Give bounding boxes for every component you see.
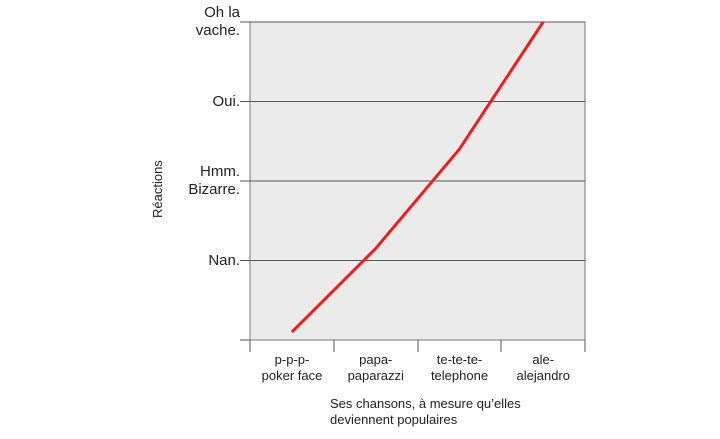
data-line [290,21,545,334]
x-tick-label: te-te-te- telephone [430,352,489,383]
y-tick-label: Oui. [212,92,240,110]
x-tick-label: p-p-p- poker face [261,352,323,383]
x-axis-title: Ses chansons, à mesure qu’elles devienne… [330,396,521,427]
y-tick-label: Hmm. Bizarre. [188,163,240,198]
y-tick-label: Oh la vache. [195,4,240,39]
x-tick-label: ale- alejandro [516,352,571,383]
x-tick-label: papa- paparazzi [347,352,404,383]
y-tick-label: Nan. [208,251,240,269]
